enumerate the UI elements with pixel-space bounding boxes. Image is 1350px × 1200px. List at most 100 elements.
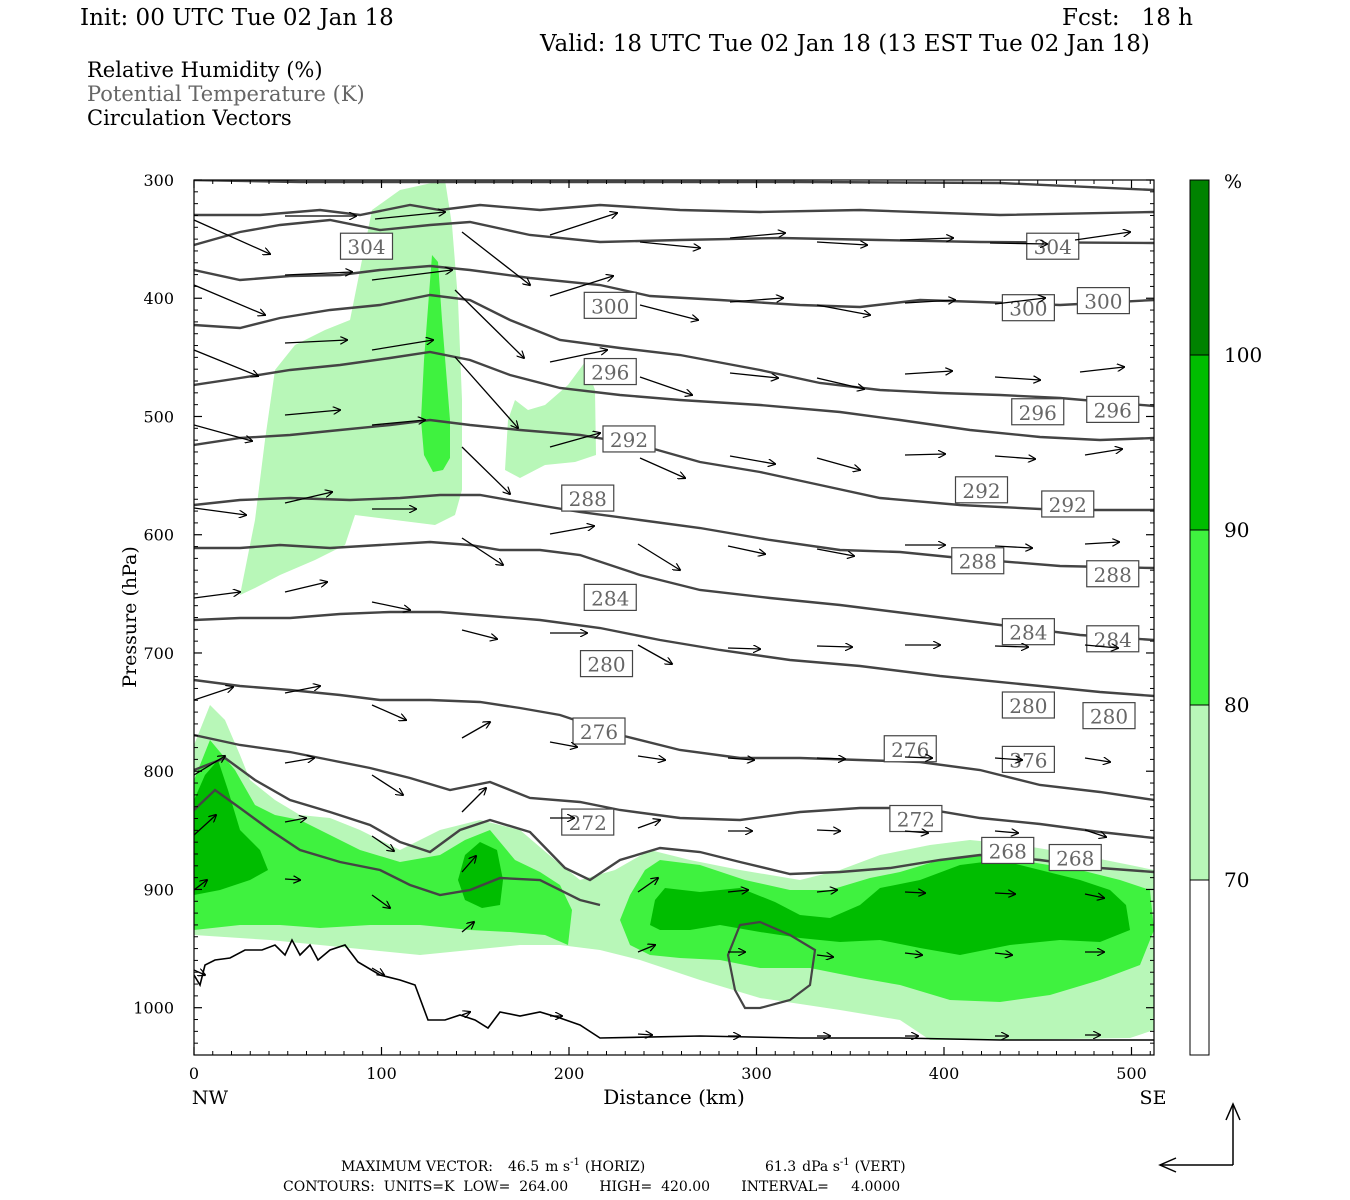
wind-vector: [454, 356, 518, 428]
theta-label-box: [954, 476, 1009, 504]
theta-contour-label: 292: [1041, 490, 1095, 518]
max-vector-prefix: MAXIMUM VECTOR:: [341, 1159, 493, 1175]
rh-contour-loop: [726, 920, 817, 1010]
wind-vector: [904, 757, 932, 758]
wind-vector: [1084, 894, 1104, 898]
wind-vector: [899, 238, 953, 240]
theta-label-text: 284: [591, 586, 629, 610]
theta-contour-label: 296: [1011, 398, 1065, 426]
wind-vector: [461, 788, 486, 813]
wind-vector: [904, 371, 952, 374]
wind-vector: [194, 507, 246, 515]
theta-label-text: 288: [1094, 563, 1132, 587]
wind-vector: [371, 270, 452, 281]
theta-label-box: [572, 717, 626, 745]
wind-vector: [639, 457, 685, 478]
theta-contour-label: 272: [889, 804, 943, 833]
wind-vector: [194, 592, 240, 599]
vert-tag: (VERT): [855, 1159, 906, 1175]
x-tick-label: 100: [366, 1064, 397, 1083]
wind-vector: [1074, 232, 1130, 241]
wind-vector: [989, 243, 1047, 244]
axes: 0 100 200 300 400 500 300 400 500 600 700 800 900 100…: [133, 171, 1154, 1083]
wind-vector: [549, 350, 607, 363]
wind-vector: [904, 831, 928, 833]
theta-label-box: [889, 804, 943, 833]
y-tick-label: 800: [143, 762, 174, 781]
wind-vector: [727, 648, 760, 649]
colorbar-level-label: 100: [1224, 343, 1262, 367]
theta-contour-label: 280: [579, 650, 634, 678]
theta-contour-label: 284: [1001, 618, 1055, 646]
theta-contour-label: 292: [954, 476, 1009, 504]
theta-label-box: [1011, 398, 1065, 426]
horiz-exponent: -1: [570, 1157, 580, 1168]
theta-contour-label: 292: [602, 425, 656, 453]
theta-label-box: [1082, 702, 1136, 730]
theta-label-text: 300: [1084, 290, 1122, 314]
theta-label-box: [579, 650, 634, 678]
theta-label-box: [1001, 618, 1055, 646]
wind-vector: [549, 526, 594, 535]
wind-vector: [729, 233, 785, 239]
rh-70-80-mid-blob: [505, 362, 596, 478]
x-end-label-right: SE: [1140, 1087, 1167, 1109]
theta-contour-label: 296: [583, 357, 637, 386]
colorbar-swatch: [1190, 180, 1209, 355]
theta-label-box: [583, 583, 637, 611]
theta-label-text: 268: [1056, 847, 1094, 871]
wind-vector: [637, 878, 658, 893]
theta-contour-label: 268: [981, 836, 1035, 865]
wind-vector: [284, 410, 340, 416]
theta-contour-label: 272: [561, 808, 615, 836]
theta-label-text: 296: [591, 361, 629, 385]
wind-vector: [994, 298, 1045, 305]
vert-value: 61.3: [765, 1159, 796, 1175]
wind-vector: [816, 457, 860, 470]
forecast-hour-label: Fcst: 18 h: [1062, 5, 1193, 31]
theta-isentrope: [194, 788, 601, 907]
wind-vector: [904, 454, 945, 455]
wind-vector: [194, 970, 205, 975]
wind-vector: [194, 687, 233, 701]
wind-vector: [1084, 645, 1118, 648]
theta-contour-label: 304: [1026, 232, 1080, 260]
theta-label-text: 272: [569, 811, 607, 835]
valid-time-label: Valid: 18 UTC Tue 02 Jan 18 (13 EST Tue …: [539, 31, 1150, 57]
wind-vector: [994, 953, 1012, 955]
theta-contour-label: 376: [1001, 745, 1055, 773]
wind-vector: [727, 545, 765, 554]
x-tick-label: 400: [929, 1064, 960, 1083]
theta-isentrope: [194, 180, 1154, 192]
y-axis-title: Pressure (hPa): [119, 546, 141, 688]
wind-vector: [637, 1034, 652, 1035]
wind-vector: [194, 284, 265, 315]
vert-units: dPa s: [802, 1159, 840, 1175]
wind-vector: [374, 212, 445, 220]
theta-label-box: [1086, 560, 1140, 588]
wind-vector: [461, 537, 503, 565]
wind-vector: [284, 818, 306, 822]
footer: MAXIMUM VECTOR: 46.5 m s-1 (HORIZ) 61.3 dPa s…: [283, 1157, 906, 1195]
wind-vector: [904, 953, 922, 955]
wind-vector: [816, 377, 864, 389]
x-tick-label: 300: [741, 1064, 772, 1083]
wind-vector: [1084, 542, 1119, 544]
wind-vector: [816, 646, 852, 647]
colorbar-unit-label: %: [1224, 171, 1242, 193]
theta-label-text: 280: [1009, 694, 1047, 718]
theta-label-text: 268: [989, 839, 1027, 863]
wind-vector: [816, 890, 837, 892]
theta-label-text: 304: [347, 235, 385, 259]
colorbar-level-label: 80: [1224, 693, 1249, 717]
theta-contour-label: 280: [1082, 702, 1136, 730]
wind-vector: [904, 892, 925, 893]
theta-label-text: 296: [1094, 398, 1132, 422]
wind-vector: [1084, 829, 1106, 837]
x-tick-label: 0: [189, 1064, 199, 1083]
theta-label-box: [583, 291, 637, 319]
wind-vector: [1084, 449, 1122, 456]
wind-vector: [637, 945, 655, 953]
plot-area: 304 304 300 300 300 296 296 296 292 292 292 288 288 2…: [194, 180, 1154, 1041]
